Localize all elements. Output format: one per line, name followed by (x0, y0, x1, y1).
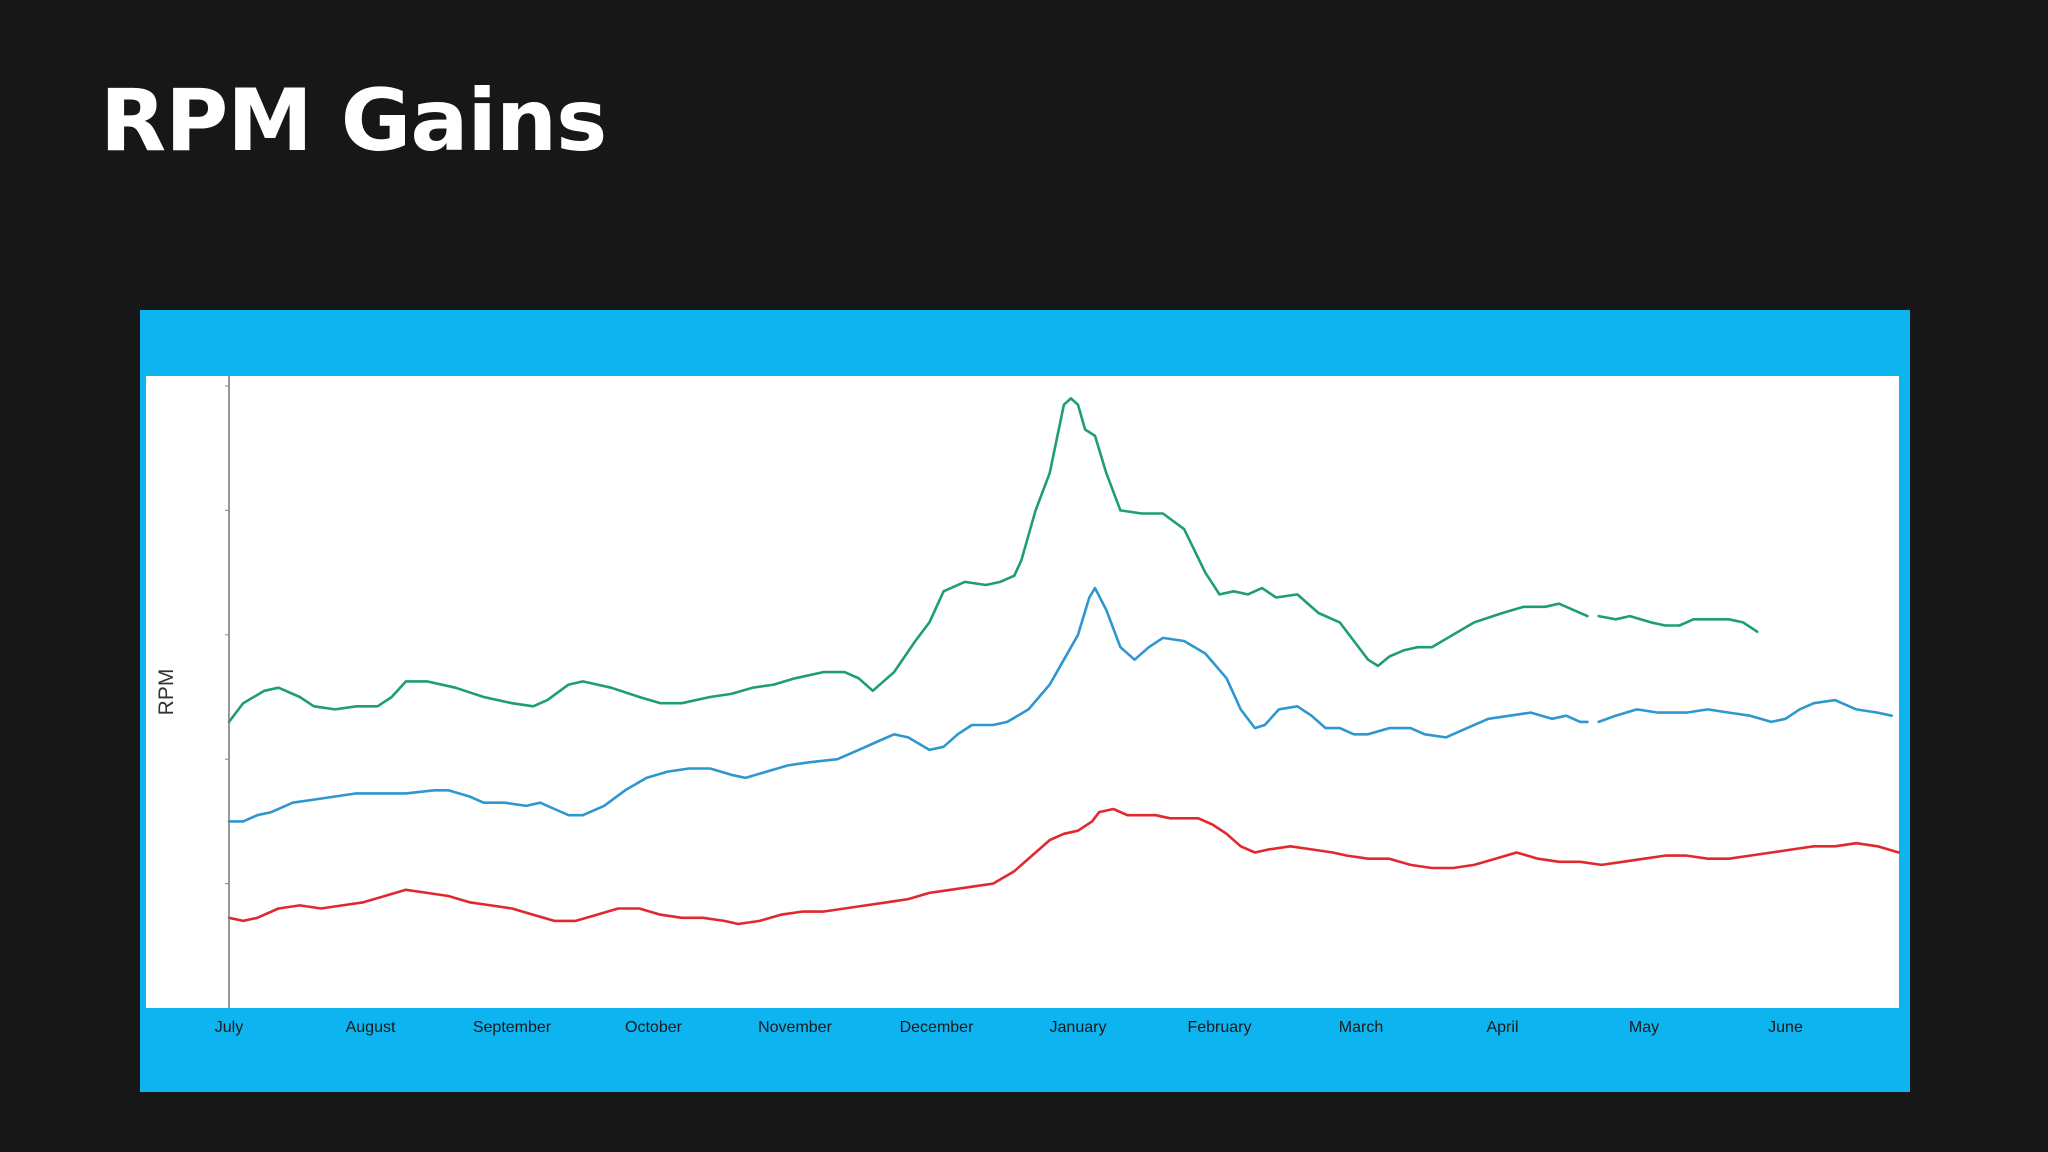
x-tick-label: October (625, 1019, 683, 1036)
slide-title: RPM Gains (100, 71, 607, 171)
x-tick-label-layer: July August September October November Decemb… (215, 1019, 1803, 1036)
chart-frame: RPM July August September October November De… (140, 310, 1910, 1092)
series-line-2 (1597, 614, 1759, 633)
x-tick-label: September (473, 1019, 552, 1036)
x-tick-label: August (346, 1019, 396, 1036)
series-line-5 (227, 807, 1900, 926)
x-tick-label: April (1486, 1019, 1518, 1036)
y-axis-label: RPM (155, 669, 178, 716)
x-tick-label: May (1629, 1019, 1659, 1036)
series-layer (227, 397, 1900, 926)
x-tick-label: November (758, 1019, 832, 1036)
x-tick-label: June (1768, 1019, 1803, 1036)
x-tick-label: December (900, 1019, 974, 1036)
x-tick-label: March (1339, 1019, 1383, 1036)
y-tick-layer (225, 385, 229, 885)
series-line-4 (1597, 698, 1893, 724)
rpm-line-chart: RPM July August September October November De… (146, 376, 1900, 1036)
x-tick-label: January (1050, 1019, 1107, 1036)
plot-area (146, 376, 1899, 1008)
x-tick-label: February (1187, 1019, 1251, 1036)
series-line-1 (227, 397, 1589, 724)
series-line-3 (227, 586, 1589, 823)
x-tick-label: July (215, 1019, 243, 1036)
